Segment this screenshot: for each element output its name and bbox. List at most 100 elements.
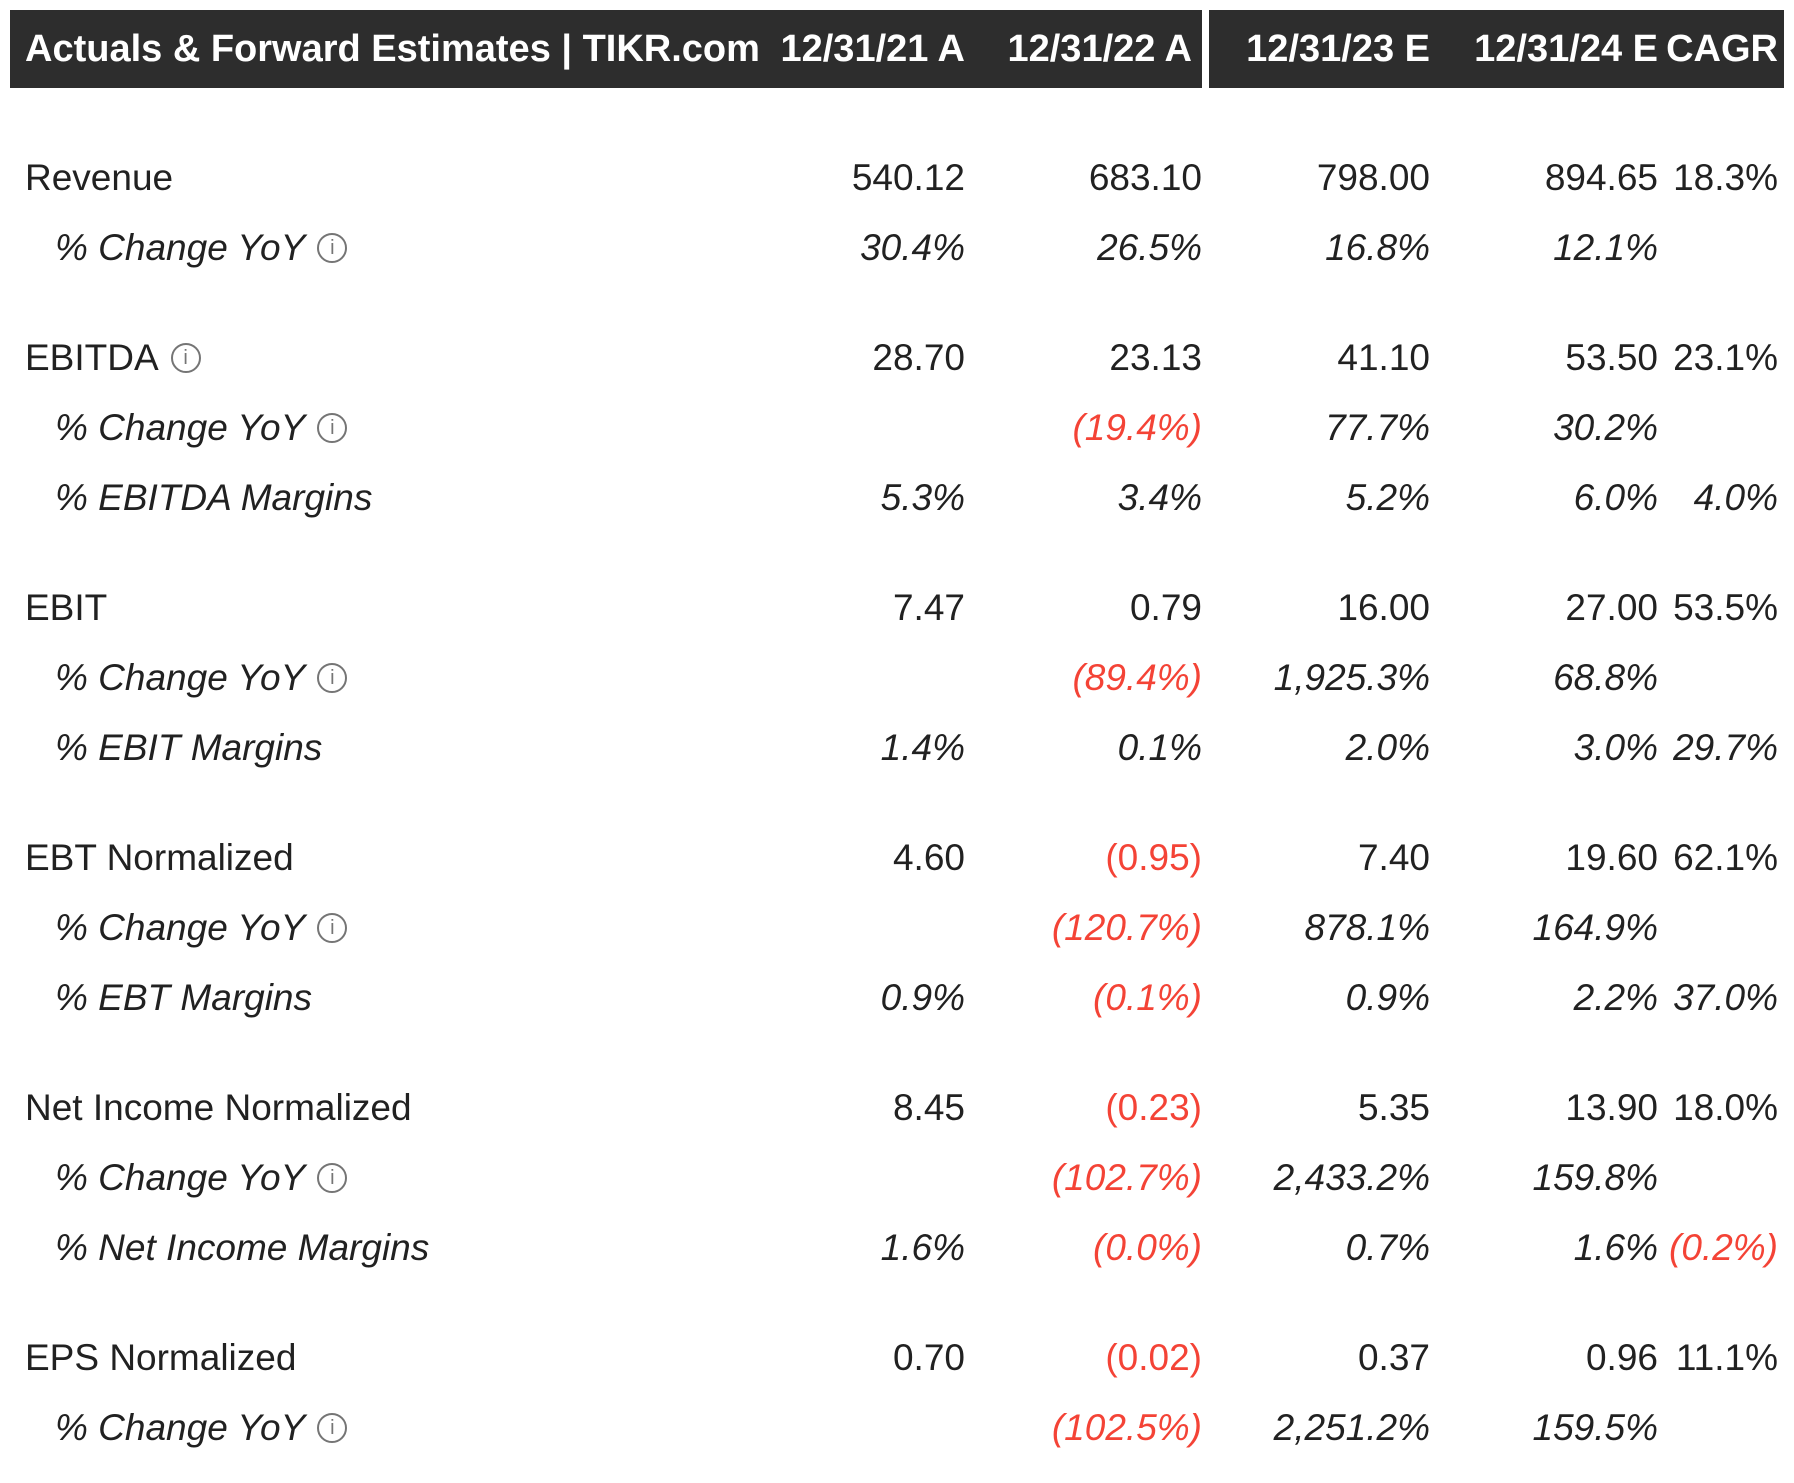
- table-cell: (0.0%): [1093, 1227, 1202, 1268]
- table-row: % EBT Margins 0.9% (0.1%) 0.9% 2.2% 37.0%: [10, 963, 1784, 1033]
- table-cell: 30.4%: [860, 227, 965, 268]
- table-cell: 27.00: [1565, 587, 1658, 628]
- row-label: % Net Income Margins: [10, 1213, 685, 1283]
- table-cell: 16.8%: [1325, 227, 1430, 268]
- table-cell: 13.90: [1565, 1087, 1658, 1128]
- row-label-text: % Change YoY: [55, 907, 306, 948]
- table-cell: 894.65: [1544, 157, 1658, 198]
- table-cell: 37.0%: [1673, 977, 1778, 1018]
- row-label: % Change YoY i: [10, 643, 685, 713]
- row-group: Net Income Normalized 8.45 (0.23) 5.35 13.90…: [10, 1073, 1784, 1283]
- row-label: EBITDA i: [10, 323, 685, 393]
- row-group: Revenue 540.12 683.10 798.00 894.65 18.3% % Ch…: [10, 143, 1784, 283]
- table-cell: 0.1%: [1117, 727, 1202, 768]
- header-col: CAGR: [1666, 27, 1778, 70]
- header-col: 12/31/24 E: [1474, 27, 1658, 70]
- table-cell: (120.7%): [1051, 907, 1202, 948]
- table-cell: (102.5%): [1051, 1407, 1202, 1448]
- table-cell: 540.12: [851, 157, 965, 198]
- table-cell: 5.3%: [880, 477, 965, 518]
- table-cell: 53.5%: [1673, 587, 1778, 628]
- table-cell: (0.23): [1105, 1087, 1202, 1128]
- row-label-text: Net Income Normalized: [25, 1087, 412, 1128]
- row-label: Revenue: [10, 143, 685, 213]
- table-cell: 4.0%: [1693, 477, 1778, 518]
- table-cell: 0.79: [1129, 587, 1202, 628]
- table-cell: 19.60: [1565, 837, 1658, 878]
- row-label-text: % Change YoY: [55, 407, 306, 448]
- row-label: % Change YoY i: [10, 1143, 685, 1213]
- table-row: % EBITDA Margins 5.3% 3.4% 5.2% 6.0% 4.0%: [10, 463, 1784, 533]
- row-group: EBITDA i 28.70 23.13 41.10 53.50 23.1% % Change…: [10, 323, 1784, 533]
- row-label: % Change YoY i: [10, 893, 685, 963]
- table-cell: 18.3%: [1673, 157, 1778, 198]
- row-label-text: Revenue: [25, 157, 174, 198]
- table-cell: 5.2%: [1345, 477, 1430, 518]
- table-row: % Change YoY i (89.4%) 1,925.3% 68.8%: [10, 643, 1784, 713]
- info-icon[interactable]: i: [317, 413, 348, 443]
- row-label: % Change YoY i: [10, 1393, 685, 1463]
- row-label-text: % EBIT Margins: [55, 727, 323, 768]
- table-cell: 30.2%: [1553, 407, 1658, 448]
- row-label-text: % Change YoY: [55, 1407, 306, 1448]
- table-cell: 28.70: [872, 337, 965, 378]
- table-cell: (102.7%): [1051, 1157, 1202, 1198]
- table-cell: 2,433.2%: [1273, 1157, 1430, 1198]
- table-cell: 2.2%: [1573, 977, 1658, 1018]
- table-body: Revenue 540.12 683.10 798.00 894.65 18.3% % Ch…: [10, 143, 1784, 1463]
- table-cell: 0.9%: [1345, 977, 1430, 1018]
- table-cell: 11.1%: [1675, 1337, 1778, 1378]
- table-cell: (19.4%): [1072, 407, 1202, 448]
- table-title: Actuals & Forward Estimates | TIKR.com: [25, 27, 760, 70]
- table-cell: 2,251.2%: [1273, 1407, 1430, 1448]
- table-row: % Change YoY i (120.7%) 878.1% 164.9%: [10, 893, 1784, 963]
- row-label-text: % Change YoY: [55, 657, 306, 698]
- info-icon[interactable]: i: [317, 663, 348, 693]
- table-row: % Change YoY i (102.5%) 2,251.2% 159.5%: [10, 1393, 1784, 1463]
- table-row: % Change YoY i (19.4%) 77.7% 30.2%: [10, 393, 1784, 463]
- info-icon[interactable]: i: [170, 343, 201, 373]
- table-cell: 0.9%: [880, 977, 965, 1018]
- row-label: EBIT: [10, 573, 685, 643]
- row-group: EBIT 7.47 0.79 16.00 27.00 53.5% % Change YoY i…: [10, 573, 1784, 783]
- table-cell: (0.1%): [1093, 977, 1202, 1018]
- row-label: % Change YoY i: [10, 213, 685, 283]
- info-icon[interactable]: i: [317, 1413, 348, 1443]
- row-label-text: % Net Income Margins: [55, 1227, 430, 1268]
- table-row: % Net Income Margins 1.6% (0.0%) 0.7% 1.6% (0…: [10, 1213, 1784, 1283]
- table-row: % Change YoY i 30.4% 26.5% 16.8% 12.1%: [10, 213, 1784, 283]
- table-row: % EBIT Margins 1.4% 0.1% 2.0% 3.0% 29.7%: [10, 713, 1784, 783]
- table-cell: 0.70: [892, 1337, 965, 1378]
- row-label: % EBITDA Margins: [10, 463, 685, 533]
- table-cell: 29.7%: [1673, 727, 1778, 768]
- table-cell: 878.1%: [1304, 907, 1431, 948]
- table-row: Revenue 540.12 683.10 798.00 894.65 18.3%: [10, 143, 1784, 213]
- table-row: % Change YoY i (102.7%) 2,433.2% 159.8%: [10, 1143, 1784, 1213]
- table-cell: 5.35: [1357, 1087, 1430, 1128]
- table-cell: 8.45: [892, 1087, 965, 1128]
- row-label: % EBIT Margins: [10, 713, 685, 783]
- table-cell: 0.7%: [1345, 1227, 1430, 1268]
- table-cell: 77.7%: [1325, 407, 1430, 448]
- header-col: 12/31/23 E: [1202, 10, 1430, 88]
- info-icon[interactable]: i: [317, 1163, 348, 1193]
- header-col: 12/31/22 A: [1007, 27, 1192, 70]
- table-cell: 6.0%: [1573, 477, 1658, 518]
- table-cell: 62.1%: [1673, 837, 1778, 878]
- table-cell: (89.4%): [1072, 657, 1202, 698]
- table-cell: 12.1%: [1553, 227, 1658, 268]
- table-row: EBIT 7.47 0.79 16.00 27.00 53.5%: [10, 573, 1784, 643]
- row-label-text: % Change YoY: [55, 1157, 306, 1198]
- row-label-text: % EBITDA Margins: [55, 477, 373, 518]
- table-cell: 1.6%: [1573, 1227, 1658, 1268]
- info-icon[interactable]: i: [317, 913, 348, 943]
- row-label-text: % Change YoY: [55, 227, 306, 268]
- table-cell: 18.0%: [1673, 1087, 1778, 1128]
- table-cell: 2.0%: [1345, 727, 1430, 768]
- row-label: % Change YoY i: [10, 393, 685, 463]
- table-cell: 1.6%: [880, 1227, 965, 1268]
- financials-table: Actuals & Forward Estimates | TIKR.com 1…: [10, 0, 1784, 1463]
- table-cell: 0.96: [1585, 1337, 1658, 1378]
- table-cell: 7.40: [1357, 837, 1430, 878]
- info-icon[interactable]: i: [317, 233, 348, 263]
